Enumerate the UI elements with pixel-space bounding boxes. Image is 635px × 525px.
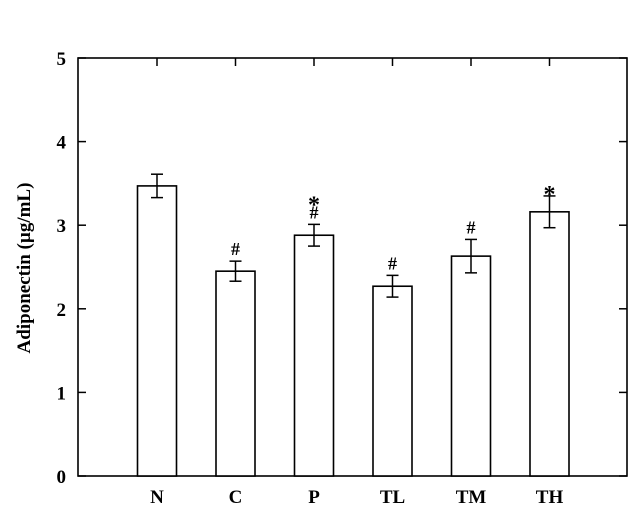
y-tick-label: 2 [57,300,67,321]
significance-hash: # [310,202,319,222]
y-tick-label: 3 [57,216,67,237]
bar-c [215,270,256,477]
x-tick-label-p: P [308,487,320,508]
y-tick-label: 1 [57,383,67,404]
y-tick-label: 0 [57,467,67,488]
significance-hash: # [231,239,240,259]
significance-hash: # [467,217,476,237]
significance-star: * [308,192,320,218]
x-tick-label-th: TH [536,487,564,508]
x-tick-label-n: N [150,487,164,508]
bar-tm [450,255,492,477]
y-tick-label: 4 [57,133,67,154]
bar-n [136,185,178,477]
plot-frame [77,57,628,477]
x-tick-label-tl: TL [380,487,405,508]
bar-tl [372,285,413,477]
significance-hash: # [388,253,397,273]
significance-star: * [544,182,556,208]
x-tick-label-tm: TM [456,487,487,508]
bar-th [529,211,570,477]
bar-p [293,234,335,477]
x-tick-label-c: C [229,487,243,508]
y-tick-label: 5 [57,49,67,70]
y-axis-label: Adiponectin (µg/mL) [14,183,35,354]
